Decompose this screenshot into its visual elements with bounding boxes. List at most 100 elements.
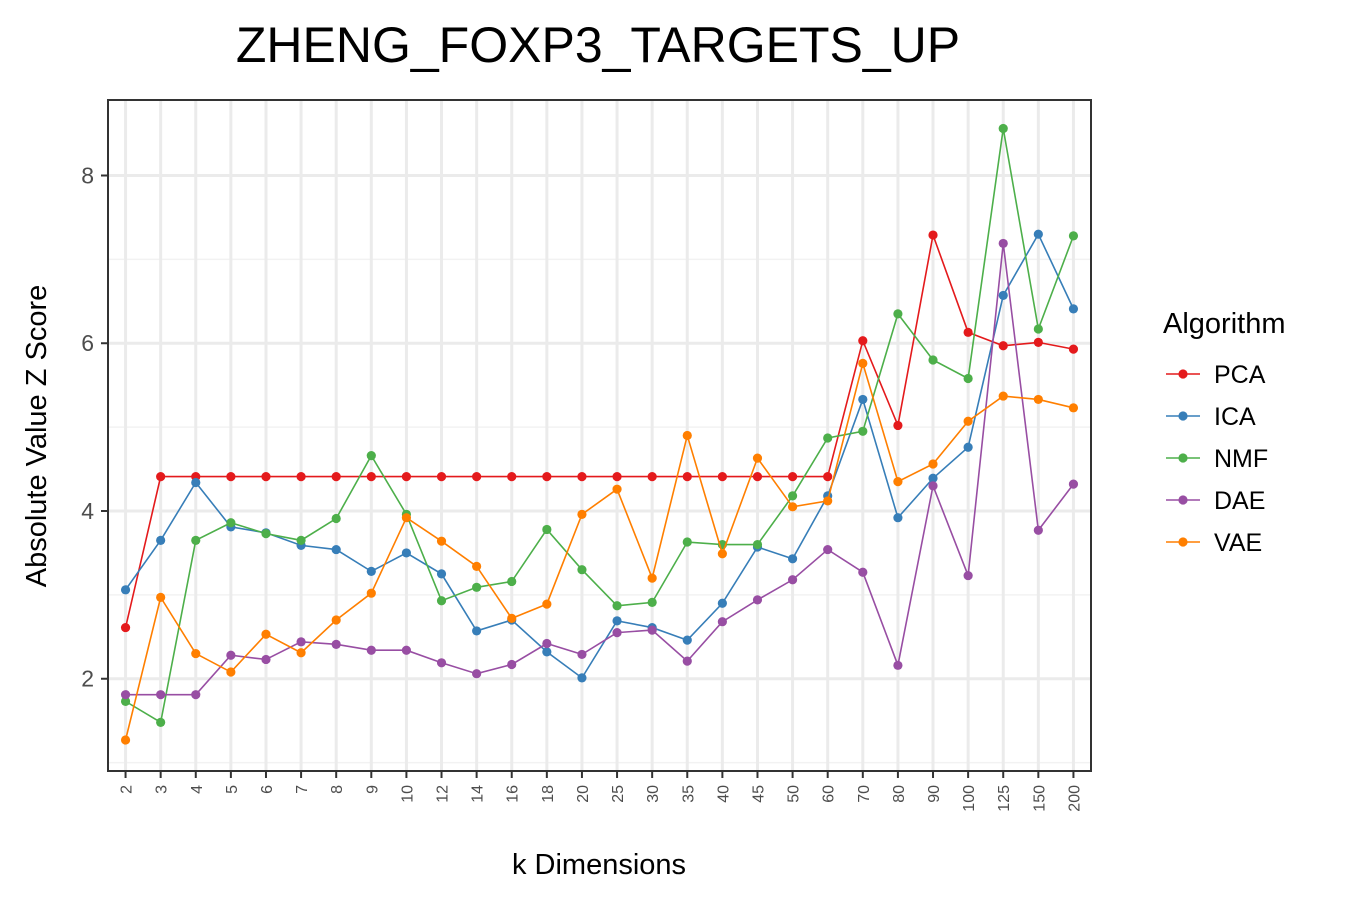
series-pca [120,230,1079,633]
legend-item-ica: ICA [1166,403,1256,431]
data-point [577,565,587,575]
data-point [787,471,798,482]
legend-key-point [1178,369,1188,379]
data-point [963,442,973,452]
data-point [963,373,973,384]
data-point [191,477,201,488]
data-point [1033,394,1043,405]
data-point [858,336,868,346]
data-point [436,536,447,546]
data-point [577,471,587,482]
data-point [963,570,973,581]
data-point [823,544,833,555]
data-point [928,230,938,240]
data-point [682,471,692,482]
x-tick-label: 3 [154,785,171,794]
y-tick-label: 8 [81,162,94,188]
series-line [124,232,1075,680]
legend-key-point [1178,495,1188,505]
plot-border [107,99,1092,772]
data-point [366,588,376,598]
data-point [331,513,341,524]
x-tick-label: 70 [856,785,873,803]
data-point [331,639,341,649]
data-point [752,471,763,482]
data-point [261,471,271,482]
data-point [366,471,376,482]
data-point [787,491,798,501]
plot-area [107,99,1092,772]
data-point [542,524,552,535]
data-point [858,567,868,577]
data-point [893,513,903,523]
data-point [998,290,1008,301]
data-point [331,471,341,482]
data-point [401,548,412,558]
data-point [401,471,412,482]
legend-label: PCA [1214,361,1266,389]
x-tick-label: 4 [189,785,206,794]
data-point [156,471,166,482]
data-point [507,659,517,670]
legend-title: Algorithm [1163,308,1286,340]
data-point [717,471,727,482]
data-point [717,617,727,627]
data-point [120,690,131,700]
y-tick-label: 2 [81,666,94,692]
data-point [577,649,587,660]
data-point [998,391,1008,401]
data-point [366,566,376,576]
x-tick-label: 14 [470,785,487,803]
data-point [120,735,131,745]
data-point [1068,304,1079,314]
x-tick-label: 100 [961,785,978,812]
data-point [542,471,552,482]
data-point [296,535,306,545]
legend-label: VAE [1214,529,1262,557]
data-point [542,647,552,657]
data-point [682,656,692,666]
data-point [647,573,657,583]
data-point [507,471,517,482]
series-line [124,231,1074,628]
x-tick-label: 40 [715,785,732,803]
x-tick-label: 6 [259,785,276,794]
x-tick-label: 35 [680,785,697,803]
y-tick-label: 6 [81,330,94,356]
series-line [125,128,1075,724]
x-tick-label: 25 [610,785,627,803]
data-point [717,549,727,559]
data-point [963,327,973,337]
data-point [787,575,798,585]
legend-key-point [1178,411,1188,421]
x-tick-label: 2 [119,785,136,794]
x-tick-label: 16 [505,785,522,803]
x-axis-title: k Dimensions [512,849,686,881]
x-axis: 2 3 4 5 6 7 8 9 10 12 14 16 18 20 25 30 35 40 45 50 60 70 80 90… [119,771,1083,812]
data-point [507,613,517,623]
x-tick-label: 8 [329,785,346,794]
data-point [893,477,903,487]
data-point [752,539,763,550]
data-point [156,592,166,602]
legend-item-nmf: NMF [1166,445,1268,473]
data-point [296,637,306,647]
x-tick-label: 7 [294,785,311,794]
legend-item-dae: DAE [1166,487,1265,515]
y-tick-label: 4 [81,498,94,524]
data-point [472,669,482,679]
data-point [1068,344,1079,354]
data-point [366,645,376,655]
data-point [893,309,903,319]
data-point [647,471,657,482]
data-point [682,537,692,547]
series-line [124,360,1074,741]
x-tick-label: 200 [1066,785,1083,812]
data-point [331,615,341,625]
data-point [612,628,622,638]
x-tick-label: 80 [891,785,908,803]
data-point [823,433,833,443]
data-point [226,471,236,482]
x-tick-label: 18 [540,785,557,803]
data-point [156,535,166,545]
